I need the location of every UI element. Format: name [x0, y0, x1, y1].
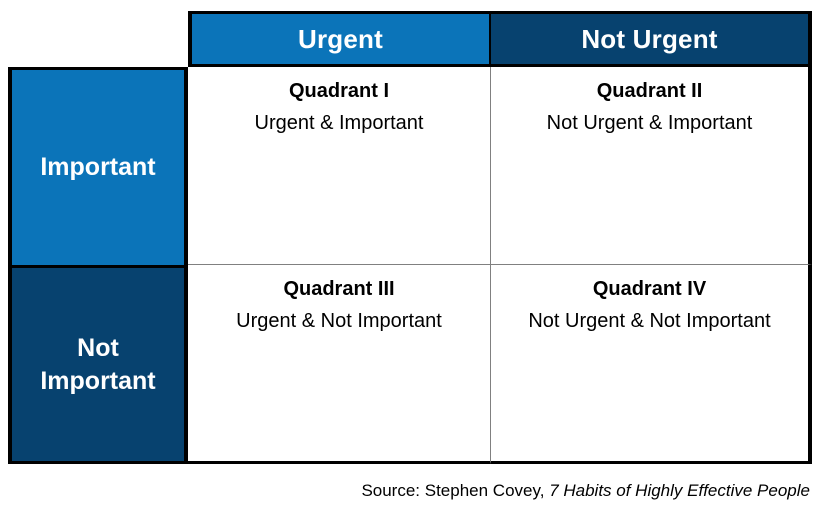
quadrant-4-cell: Quadrant IV Not Urgent & Not Important [491, 265, 812, 464]
quadrant-2-cell: Quadrant II Not Urgent & Important [491, 67, 812, 265]
column-header-urgent-label: Urgent [298, 23, 383, 54]
source-prefix: Source: Stephen Covey, [361, 481, 550, 500]
quadrant-4-title: Quadrant IV [592, 278, 707, 300]
column-header-not-urgent: Not Urgent [491, 11, 812, 67]
source-book-title: 7 Habits of Highly Effective People [549, 481, 810, 500]
quadrant-3-subtitle: Urgent & Not Important [236, 310, 442, 332]
corner-spacer [8, 11, 188, 67]
quadrant-1-subtitle: Urgent & Important [254, 112, 424, 134]
row-header-not-important: Not Important [8, 265, 188, 464]
quadrant-1-title: Quadrant I [288, 80, 389, 102]
quadrant-1-cell: Quadrant I Urgent & Important [188, 67, 491, 265]
column-header-not-urgent-label: Not Urgent [581, 23, 718, 54]
row-header-important: Important [8, 67, 188, 265]
source-attribution: Source: Stephen Covey, 7 Habits of Highl… [361, 481, 810, 501]
quadrant-2-title: Quadrant II [596, 80, 703, 102]
column-header-urgent: Urgent [188, 11, 491, 67]
row-header-not-important-label: Not Important [40, 334, 156, 395]
quadrant-3-title: Quadrant III [283, 278, 395, 300]
row-header-important-label: Important [40, 153, 156, 182]
quadrant-3-cell: Quadrant III Urgent & Not Important [188, 265, 491, 464]
quadrant-2-subtitle: Not Urgent & Important [546, 112, 753, 134]
priority-matrix: Urgent Not Urgent Important Quadrant I U… [8, 11, 812, 464]
quadrant-4-subtitle: Not Urgent & Not Important [528, 310, 771, 332]
